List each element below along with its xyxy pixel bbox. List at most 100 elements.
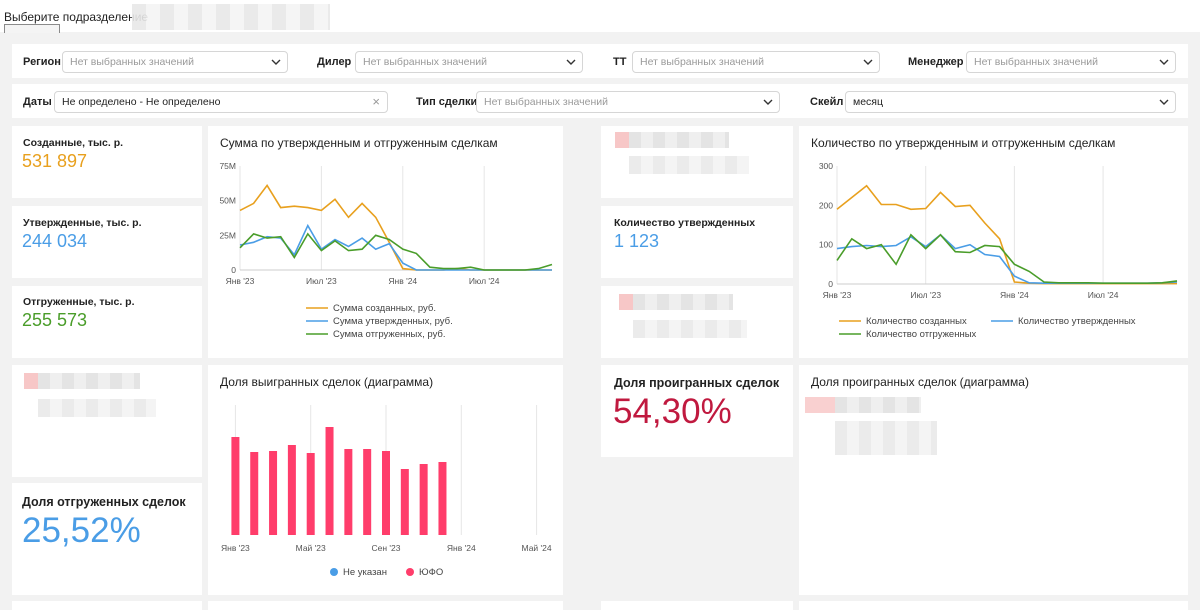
kpi-approved-count-card: Количество утвержденных 1 123 (601, 206, 793, 278)
kpi-lost-share-card: Доля проигранных сделок 54,30% (601, 365, 793, 457)
kpi-shipped-share-card: Доля отгруженных сделок 25,52% (12, 483, 202, 595)
kpi-approved-value: 244 034 (22, 231, 88, 251)
deal-type-select[interactable]: Нет выбранных значений (476, 91, 780, 113)
legend-label: Сумма созданных, руб. (333, 303, 436, 314)
chevron-down-icon (1159, 59, 1169, 65)
y-tick-label: 0 (828, 279, 833, 289)
kpi-approved-card: Утвержденные, тыс. р. 244 034 (12, 206, 202, 278)
count-chart-title: Количество по утвержденным и отгруженным… (811, 136, 1116, 150)
x-tick-label: Сен '23 (372, 543, 401, 553)
y-tick-label: 25M (219, 230, 236, 240)
bottom-card (12, 601, 202, 610)
blurred-content (633, 320, 747, 338)
x-tick-label: Янв '24 (447, 543, 476, 553)
bottom-card (601, 601, 793, 610)
blurred-content (633, 294, 733, 310)
clear-icon[interactable]: × (372, 94, 380, 109)
legend-marker (330, 568, 338, 576)
bottom-card (799, 601, 1188, 610)
blurred-content (615, 132, 629, 148)
region-label: Регион (23, 56, 61, 68)
series-line (239, 232, 553, 271)
region-select[interactable]: Нет выбранных значений (62, 51, 288, 73)
lost-chart-title: Доля проигранных сделок (диаграмма) (811, 375, 1029, 389)
tt-select[interactable]: Нет выбранных значений (632, 51, 880, 73)
legend-label: Количество утвержденных (1018, 316, 1136, 327)
kpi-lost-share-value: 54,30% (613, 392, 732, 431)
x-tick-label: Янв '23 (221, 543, 250, 553)
x-tick-label: Июл '24 (469, 276, 500, 286)
legend-label: Не указан (343, 567, 387, 578)
deal-type-label: Тип сделки (416, 96, 478, 108)
bar (382, 451, 390, 535)
kpi-approved-title: Утвержденные, тыс. р. (23, 217, 142, 229)
series-line (836, 184, 1177, 285)
x-tick-label: Май '23 (296, 543, 326, 553)
blurred-content (835, 421, 937, 455)
chevron-down-icon (566, 59, 576, 65)
bar (419, 464, 428, 535)
division-select-button[interactable] (4, 24, 60, 33)
kpi-created-card: Созданные, тыс. р. 531 897 (12, 126, 202, 198)
kpi-created-title: Созданные, тыс. р. (23, 137, 124, 149)
kpi-shipped-value: 255 573 (22, 310, 88, 330)
x-tick-label: Май '24 (522, 543, 552, 553)
won-bar-chart: Янв '23 Май '23 Сен '23 Янв '24 Май '24 Не ук… (221, 405, 552, 578)
dealer-placeholder: Нет выбранных значений (363, 56, 487, 68)
division-label: Выберите подразделение (4, 10, 149, 24)
bar (269, 451, 278, 535)
x-tick-label: Янв '24 (388, 276, 417, 286)
x-tick-label: Июл '24 (1088, 290, 1119, 300)
blurred-content (38, 399, 156, 417)
sum-chart-card: Сумма по утвержденным и отгруженным сдел… (208, 126, 563, 358)
x-tick-label: Июл '23 (910, 290, 941, 300)
bar (363, 449, 372, 535)
y-tick-label: 100 (819, 240, 833, 250)
bar (325, 427, 334, 535)
blurred-card-2 (601, 286, 793, 358)
bar (400, 469, 409, 535)
legend-label: Сумма отгруженных, руб. (333, 329, 446, 340)
manager-placeholder: Нет выбранных значений (974, 56, 1098, 68)
y-tick-label: 50M (219, 196, 236, 206)
bar (344, 449, 353, 535)
top-bar: Выберите подразделение (0, 0, 1200, 33)
kpi-shipped-card: Отгруженные, тыс. р. 255 573 (12, 286, 202, 358)
y-tick-label: 200 (819, 200, 833, 210)
scale-label: Скейл (810, 96, 844, 108)
kpi-shipped-share-value: 25,52% (22, 511, 141, 550)
legend-marker (406, 568, 414, 576)
region-placeholder: Нет выбранных значений (70, 56, 194, 68)
y-tick-label: 75M (219, 161, 236, 171)
chevron-down-icon (1159, 99, 1169, 105)
bar (438, 462, 447, 535)
manager-select[interactable]: Нет выбранных значений (966, 51, 1176, 73)
bar (250, 452, 259, 535)
dates-input[interactable]: Не определено - Не определено × (54, 91, 388, 113)
dates-value: Не определено - Не определено (62, 96, 221, 108)
scale-select[interactable]: месяц (845, 91, 1176, 113)
kpi-approved-count-title: Количество утвержденных (614, 217, 756, 229)
y-tick-label: 0 (231, 265, 236, 275)
blurred-card-1 (601, 126, 793, 198)
chevron-down-icon (863, 59, 873, 65)
chevron-down-icon (763, 99, 773, 105)
manager-label: Менеджер (908, 56, 964, 68)
series-line (239, 183, 552, 271)
scale-value: месяц (853, 96, 884, 108)
dealer-label: Дилер (317, 56, 352, 68)
blurred-content (24, 373, 38, 389)
x-tick-label: Янв '24 (1000, 290, 1029, 300)
series-line (239, 223, 552, 271)
series-line (836, 233, 1178, 284)
legend-label: Сумма утвержденных, руб. (333, 316, 453, 327)
deal-type-placeholder: Нет выбранных значений (484, 96, 608, 108)
kpi-approved-count-value: 1 123 (614, 231, 660, 251)
kpi-shipped-title: Отгруженные, тыс. р. (23, 296, 135, 308)
count-line-chart: 0 100 200 300 Янв '23 Июл '23 Янв '24 Июл '24 Ко… (819, 161, 1178, 340)
legend-label: ЮФО (419, 567, 443, 578)
kpi-created-value: 531 897 (22, 151, 88, 171)
blurred-content (629, 132, 729, 148)
dealer-select[interactable]: Нет выбранных значений (355, 51, 583, 73)
lost-chart-card: Доля проигранных сделок (диаграмма) (799, 365, 1188, 595)
